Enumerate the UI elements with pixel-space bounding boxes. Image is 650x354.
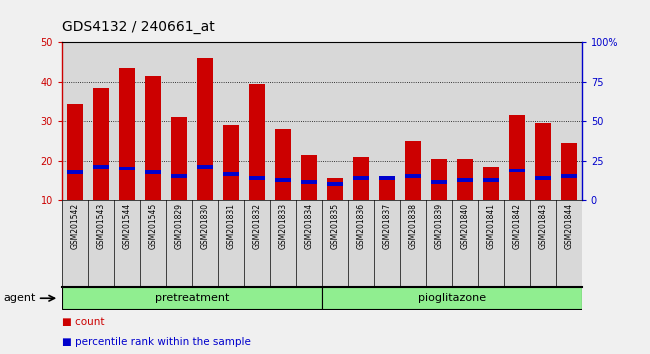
Text: GSM201832: GSM201832 — [252, 202, 261, 249]
Text: GSM201543: GSM201543 — [96, 202, 105, 249]
Bar — [249, 176, 265, 180]
Text: GSM201830: GSM201830 — [200, 202, 209, 249]
Bar — [171, 175, 187, 178]
Bar — [275, 129, 291, 200]
Bar — [483, 166, 499, 200]
Bar — [457, 159, 473, 200]
Text: GSM201833: GSM201833 — [278, 202, 287, 249]
Text: GSM201842: GSM201842 — [512, 202, 521, 249]
Bar — [431, 180, 447, 184]
Text: GSM201840: GSM201840 — [460, 202, 469, 249]
Bar — [322, 287, 582, 309]
Bar — [171, 117, 187, 200]
Bar — [67, 171, 83, 175]
Bar — [197, 58, 213, 200]
Bar — [275, 178, 291, 182]
Bar — [327, 182, 343, 186]
Bar — [509, 115, 525, 200]
Text: GSM201838: GSM201838 — [408, 202, 417, 249]
Text: GSM201836: GSM201836 — [356, 202, 365, 249]
Bar — [483, 178, 499, 182]
Bar — [67, 103, 83, 200]
Bar — [301, 155, 317, 200]
Text: pioglitazone: pioglitazone — [418, 293, 486, 303]
Text: GSM201544: GSM201544 — [122, 202, 131, 249]
Bar — [197, 165, 213, 169]
Bar — [223, 125, 239, 200]
Bar — [535, 123, 551, 200]
Bar — [379, 176, 395, 180]
Text: GSM201844: GSM201844 — [564, 202, 573, 249]
Bar — [457, 178, 473, 182]
Bar — [249, 84, 265, 200]
Bar — [145, 171, 161, 175]
Text: GSM201831: GSM201831 — [226, 202, 235, 249]
Text: GSM201835: GSM201835 — [330, 202, 339, 249]
Bar — [405, 175, 421, 178]
Bar — [93, 88, 109, 200]
Bar — [301, 180, 317, 184]
Text: pretreatment: pretreatment — [155, 293, 229, 303]
Bar — [405, 141, 421, 200]
Bar — [327, 178, 343, 200]
Bar — [509, 169, 525, 172]
Text: GSM201542: GSM201542 — [70, 202, 79, 249]
Bar — [119, 166, 135, 171]
Bar — [561, 175, 577, 178]
Bar — [535, 176, 551, 180]
Text: agent: agent — [3, 293, 36, 303]
Bar — [431, 159, 447, 200]
Bar — [561, 143, 577, 200]
Bar — [223, 172, 239, 176]
Text: GSM201841: GSM201841 — [486, 202, 495, 249]
Bar — [379, 178, 395, 200]
Bar — [353, 158, 369, 200]
Text: GSM201839: GSM201839 — [434, 202, 443, 249]
Bar — [353, 176, 369, 180]
Bar — [119, 68, 135, 200]
Text: GSM201837: GSM201837 — [382, 202, 391, 249]
Text: GDS4132 / 240661_at: GDS4132 / 240661_at — [62, 19, 214, 34]
Text: ■ percentile rank within the sample: ■ percentile rank within the sample — [62, 337, 251, 347]
Bar — [62, 287, 322, 309]
Text: GSM201545: GSM201545 — [148, 202, 157, 249]
Bar — [93, 165, 109, 169]
Text: ■ count: ■ count — [62, 318, 104, 327]
Text: GSM201843: GSM201843 — [538, 202, 547, 249]
Text: GSM201834: GSM201834 — [304, 202, 313, 249]
Bar — [145, 76, 161, 200]
Text: GSM201829: GSM201829 — [174, 202, 183, 249]
